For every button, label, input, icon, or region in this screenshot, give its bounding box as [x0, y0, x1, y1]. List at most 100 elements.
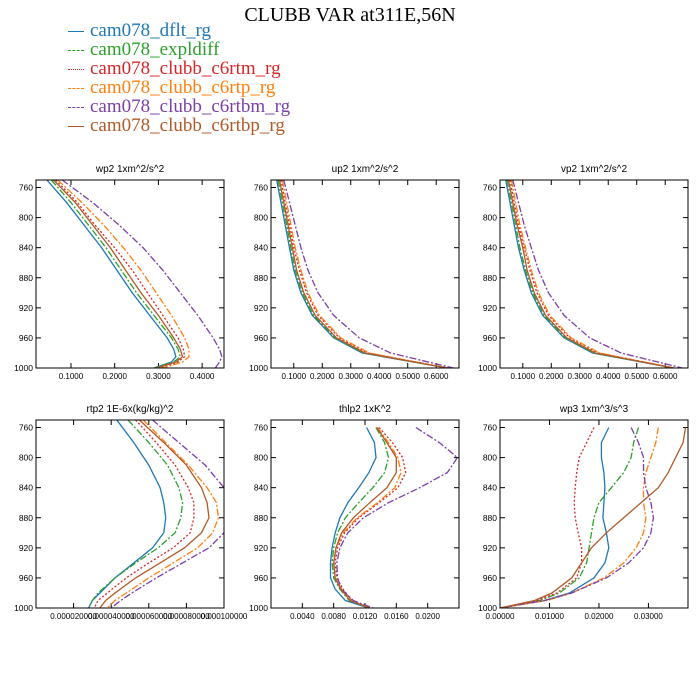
- y-tick-label: 760: [19, 423, 33, 433]
- series-line: [88, 420, 184, 608]
- series-line: [333, 427, 397, 608]
- y-tick-label: 880: [254, 273, 268, 283]
- y-tick-label: 1000: [14, 363, 33, 373]
- y-tick-label: 800: [254, 213, 268, 223]
- legend-label: cam078_expldiff: [90, 39, 220, 60]
- legend-swatch: [68, 107, 84, 108]
- y-tick-label: 800: [19, 213, 33, 223]
- series-line: [53, 180, 184, 368]
- series-line: [506, 180, 674, 368]
- series-line: [277, 180, 448, 368]
- y-tick-label: 880: [19, 513, 33, 523]
- legend-swatch: [68, 88, 84, 89]
- chart-title: up2 1xm^2/s^2: [332, 164, 399, 175]
- x-tick-label: 0.3000: [339, 372, 364, 381]
- chart-panel: up2 1xm^2/s^2 760 800 840 880 920 960 1000 0.100…: [249, 164, 460, 381]
- x-tick-label: 0.4000: [367, 372, 392, 381]
- chart-title: wp2 1xm^2/s^2: [95, 164, 165, 175]
- legend-label: cam078_clubb_c6rtbp_rg: [90, 115, 285, 136]
- x-tick-label: 0.6000: [424, 372, 449, 381]
- plot-frame: [270, 419, 460, 609]
- series-line: [500, 427, 659, 608]
- x-tick-label: 0.01000: [535, 612, 564, 621]
- y-tick-label: 920: [483, 303, 497, 313]
- legend-label: cam078_clubb_c6rtbm_rg: [90, 96, 291, 117]
- x-tick-label: 0.2000: [310, 372, 335, 381]
- series-line: [281, 180, 448, 368]
- y-tick-label: 920: [19, 543, 33, 553]
- y-tick-label: 760: [19, 183, 33, 193]
- x-tick-label: 0.1000: [59, 372, 84, 381]
- series-line: [500, 427, 687, 608]
- series-line: [283, 180, 454, 368]
- legend-swatch: [68, 126, 84, 127]
- y-tick-label: 760: [483, 423, 497, 433]
- y-tick-label: 840: [254, 483, 268, 493]
- y-tick-label: 1000: [478, 603, 497, 613]
- y-tick-label: 840: [19, 243, 33, 253]
- series-line: [500, 427, 595, 608]
- series-line: [334, 427, 407, 608]
- series-line: [55, 180, 186, 368]
- x-tick-label: 0.03000: [634, 612, 663, 621]
- y-tick-label: 760: [254, 423, 268, 433]
- y-tick-label: 880: [483, 513, 497, 523]
- plot-frame: [499, 179, 689, 369]
- y-tick-label: 920: [254, 303, 268, 313]
- x-tick-label: 0.000020000: [50, 612, 97, 621]
- y-tick-label: 800: [483, 213, 497, 223]
- y-tick-label: 920: [483, 543, 497, 553]
- y-tick-label: 880: [19, 273, 33, 283]
- y-tick-label: 760: [483, 183, 497, 193]
- x-tick-label: 0.0200: [415, 612, 440, 621]
- y-tick-label: 880: [254, 513, 268, 523]
- x-tick-label: 0.5000: [395, 372, 420, 381]
- x-tick-label: 0.00000: [486, 612, 515, 621]
- legend-swatch: [68, 69, 84, 70]
- legend-label: cam078_clubb_c6rtp_rg: [90, 77, 276, 98]
- y-tick-label: 1000: [249, 603, 268, 613]
- series-line: [93, 420, 195, 608]
- chart-panel: rtp2 1E-6x(kg/kg)^2 760 800 840 880 920 960 100…: [14, 404, 248, 621]
- x-tick-label: 0.5000: [624, 372, 649, 381]
- series-line: [88, 420, 167, 608]
- y-tick-label: 840: [483, 483, 497, 493]
- x-tick-label: 0.4000: [190, 372, 215, 381]
- chart-panel: vp2 1xm^2/s^2 760 800 840 880 920 960 1000 0.100…: [478, 164, 689, 381]
- series-line: [500, 427, 655, 608]
- legend-label: cam078_dflt_rg: [90, 20, 212, 41]
- chart-panel: thlp2 1xK^2 760 800 840 880 920 960 1000 0.0040 0…: [249, 404, 460, 621]
- series-line: [512, 180, 683, 368]
- series-line: [61, 180, 223, 368]
- x-tick-label: 0.0040: [290, 612, 315, 621]
- legend-label: cam078_clubb_c6rtm_rg: [90, 58, 281, 79]
- series-line: [276, 180, 448, 368]
- y-tick-label: 880: [483, 273, 497, 283]
- plot-frame: [35, 419, 225, 609]
- x-tick-label: 0.000080000: [163, 612, 210, 621]
- y-tick-label: 960: [254, 333, 268, 343]
- y-tick-label: 960: [19, 333, 33, 343]
- y-tick-label: 840: [483, 243, 497, 253]
- page-title: CLUBB VAR at311E,56N: [244, 4, 456, 26]
- x-tick-label: 0.000100000: [201, 612, 248, 621]
- y-tick-label: 840: [19, 483, 33, 493]
- plot-frame: [35, 179, 225, 369]
- series-line: [500, 427, 640, 608]
- series-line: [331, 427, 390, 608]
- series-line: [329, 427, 377, 608]
- chart-panel: wp3 1xm^3/s^3 760 800 840 880 920 960 10000.000…: [478, 404, 689, 621]
- x-tick-label: 0.000060000: [125, 612, 172, 621]
- series-line: [500, 427, 610, 608]
- chart-title: vp2 1xm^2/s^2: [561, 164, 628, 175]
- legend-swatch: [68, 31, 84, 32]
- series-line: [278, 180, 448, 368]
- x-tick-label: 0.3000: [146, 372, 171, 381]
- series-line: [505, 180, 674, 368]
- series-line: [110, 420, 224, 608]
- y-tick-label: 960: [254, 573, 268, 583]
- y-tick-label: 760: [254, 183, 268, 193]
- y-tick-label: 920: [19, 303, 33, 313]
- series-line: [333, 427, 402, 608]
- series-line: [50, 180, 182, 368]
